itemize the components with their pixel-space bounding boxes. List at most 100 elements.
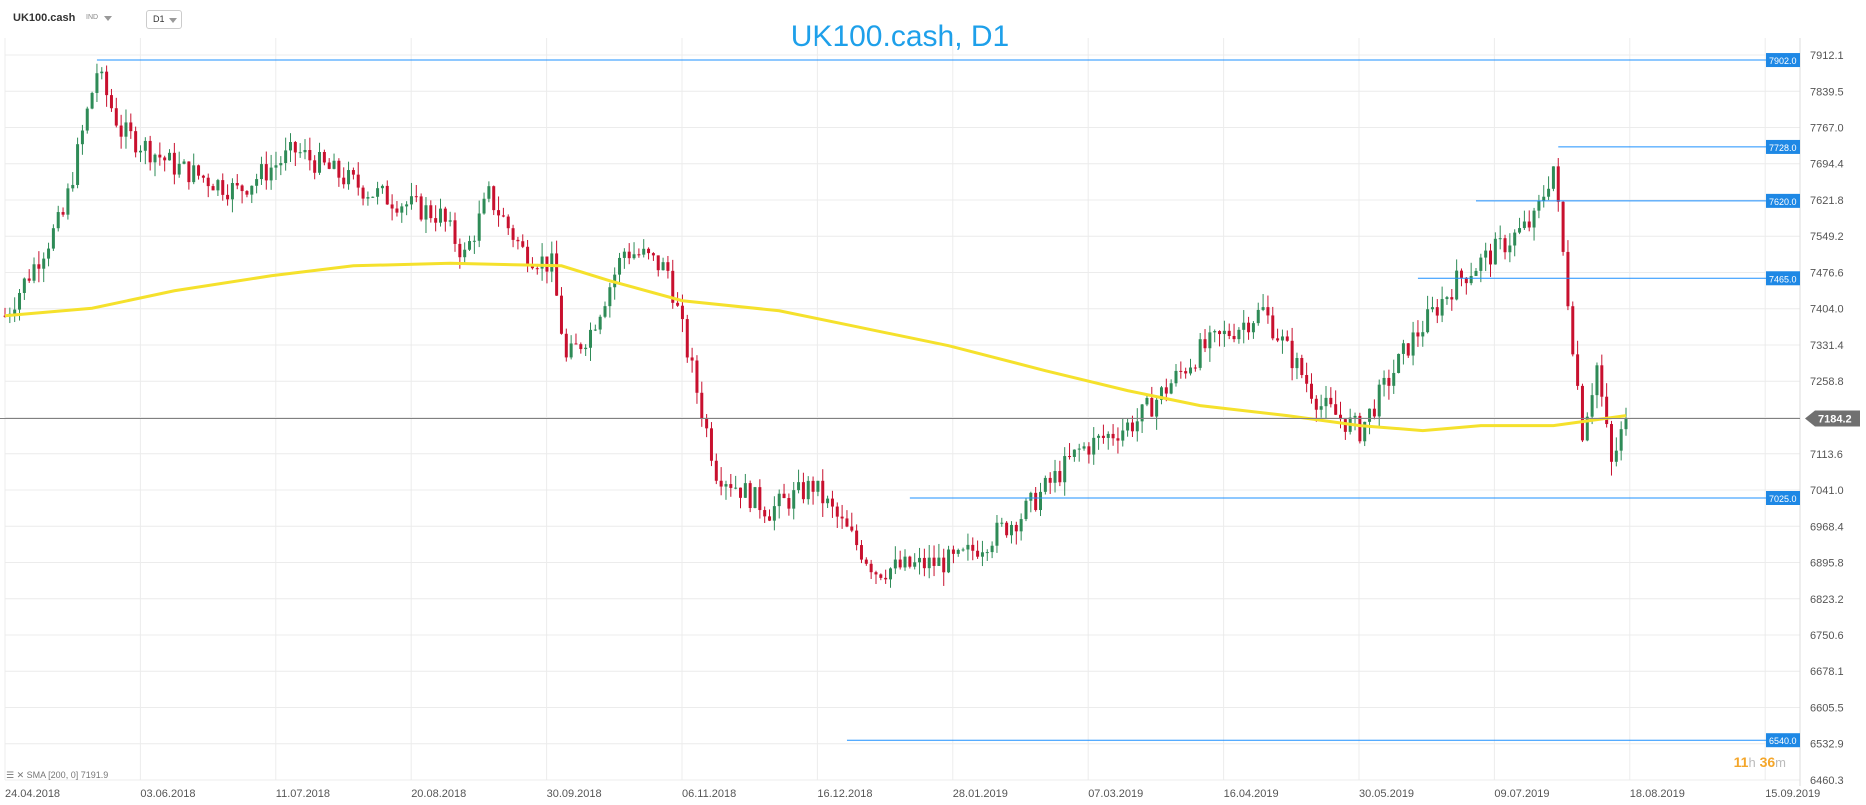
candle-body[interactable] [1450, 297, 1454, 300]
candle-body[interactable] [1372, 408, 1376, 417]
candle-body[interactable] [976, 550, 980, 557]
candle-body[interactable] [632, 254, 636, 259]
candle-body[interactable] [1382, 377, 1386, 385]
candle-body[interactable] [143, 140, 147, 151]
candle-body[interactable] [951, 549, 955, 554]
candle-body[interactable] [676, 302, 680, 306]
candle-body[interactable] [172, 152, 176, 175]
candle-body[interactable] [850, 526, 854, 531]
candle-body[interactable] [555, 253, 559, 296]
candle-body[interactable] [1401, 343, 1405, 354]
candle-body[interactable] [308, 149, 312, 161]
candle-body[interactable] [61, 212, 65, 215]
candle-body[interactable] [603, 306, 607, 317]
candle-body[interactable] [1590, 395, 1594, 417]
candle-body[interactable] [729, 484, 733, 488]
candle-body[interactable] [990, 545, 994, 553]
candle-body[interactable] [719, 480, 723, 487]
candle-body[interactable] [1130, 422, 1134, 432]
candle-body[interactable] [816, 480, 820, 492]
candle-body[interactable] [134, 131, 138, 153]
candle-body[interactable] [1561, 201, 1565, 252]
candle-body[interactable] [458, 243, 462, 258]
candle-body[interactable] [42, 258, 46, 269]
candle-body[interactable] [1513, 232, 1517, 246]
candle-body[interactable] [540, 256, 544, 269]
candle-body[interactable] [1624, 418, 1628, 430]
candle-body[interactable] [119, 125, 123, 137]
candle-body[interactable] [1213, 331, 1217, 333]
candle-body[interactable] [526, 246, 530, 266]
candle-body[interactable] [811, 480, 815, 492]
candle-body[interactable] [1469, 275, 1473, 284]
candle-body[interactable] [1039, 491, 1043, 511]
candle-body[interactable] [1198, 339, 1202, 368]
candle-body[interactable] [1106, 433, 1110, 438]
candle-body[interactable] [148, 140, 152, 163]
candle-body[interactable] [453, 220, 457, 244]
candle-body[interactable] [840, 516, 844, 519]
candle-body[interactable] [1072, 449, 1076, 457]
candle-body[interactable] [1377, 384, 1381, 417]
candle-body[interactable] [1474, 270, 1478, 276]
candle-body[interactable] [1140, 404, 1144, 422]
candle-body[interactable] [405, 204, 409, 207]
candle-body[interactable] [192, 165, 196, 183]
candle-body[interactable] [1000, 522, 1004, 524]
candle-body[interactable] [1416, 332, 1420, 337]
candle-body[interactable] [559, 295, 563, 334]
candle-body[interactable] [956, 549, 960, 554]
level-tag[interactable] [1766, 491, 1800, 506]
candle-body[interactable] [1092, 437, 1096, 455]
candle-body[interactable] [1305, 375, 1309, 384]
candle-body[interactable] [1435, 307, 1439, 316]
candle-body[interactable] [259, 164, 263, 180]
candle-body[interactable] [1455, 270, 1459, 300]
candle-body[interactable] [884, 577, 888, 580]
candle-body[interactable] [690, 357, 694, 361]
candle-body[interactable] [569, 343, 573, 358]
candle-body[interactable] [830, 498, 834, 507]
candle-body[interactable] [1392, 372, 1396, 386]
candle-body[interactable] [535, 268, 539, 270]
candle-body[interactable] [1440, 299, 1444, 316]
candle-body[interactable] [468, 241, 472, 250]
candle-body[interactable] [163, 157, 167, 161]
candle-body[interactable] [1566, 251, 1570, 307]
timeframe-select[interactable]: D1 [146, 10, 182, 29]
candle-body[interactable] [1445, 297, 1449, 300]
candle-body[interactable] [182, 161, 186, 164]
candle-body[interactable] [1116, 438, 1120, 441]
candle-body[interactable] [516, 239, 520, 242]
candle-body[interactable] [734, 487, 738, 489]
candle-body[interactable] [845, 518, 849, 527]
candle-body[interactable] [22, 278, 26, 293]
level-tag[interactable] [1766, 193, 1800, 208]
candle-body[interactable] [211, 186, 215, 191]
candle-body[interactable] [995, 522, 999, 546]
candle-body[interactable] [864, 559, 868, 564]
candle-body[interactable] [342, 177, 346, 185]
candle-body[interactable] [424, 205, 428, 220]
candle-body[interactable] [3, 315, 7, 317]
candle-body[interactable] [966, 544, 970, 550]
candle-body[interactable] [1009, 524, 1013, 536]
candle-body[interactable] [637, 254, 641, 256]
candle-body[interactable] [550, 253, 554, 272]
candle-body[interactable] [787, 498, 791, 509]
candle-body[interactable] [579, 344, 583, 350]
candle-body[interactable] [593, 329, 597, 331]
candle-body[interactable] [1314, 398, 1318, 410]
candle-body[interactable] [893, 559, 897, 569]
candle-body[interactable] [109, 95, 113, 109]
candle-body[interactable] [821, 480, 825, 504]
candle-body[interactable] [1532, 210, 1536, 228]
candle-body[interactable] [85, 108, 89, 131]
candle-body[interactable] [477, 213, 481, 241]
candle-body[interactable] [1218, 331, 1222, 335]
candle-body[interactable] [714, 460, 718, 481]
candle-body[interactable] [51, 228, 55, 249]
candle-body[interactable] [129, 122, 133, 132]
sma-line[interactable] [4, 261, 1627, 433]
